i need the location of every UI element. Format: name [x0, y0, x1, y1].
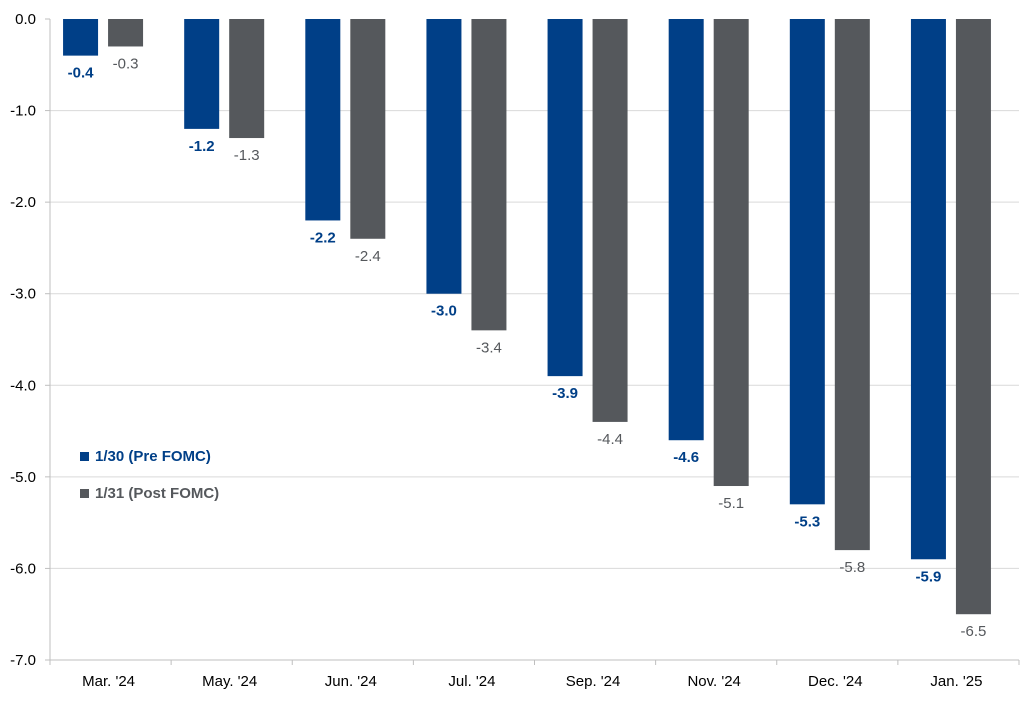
y-tick-label: -2.0 — [10, 194, 36, 211]
bar-series-2 — [592, 19, 628, 422]
bar-series-2 — [108, 19, 144, 47]
data-label: -5.1 — [718, 495, 744, 512]
y-tick-label: -5.0 — [10, 469, 36, 486]
y-tick-label: -7.0 — [10, 652, 36, 669]
data-label: -5.3 — [794, 513, 820, 530]
bar-series-1 — [789, 19, 825, 505]
data-label: -3.4 — [476, 339, 502, 356]
x-tick-label: May. '24 — [202, 673, 257, 690]
data-labels: -0.4 -1.2 -2.2 -3.0 -3.9 -4.6 -5.3 -5.9 -0.3 -1.3… — [68, 55, 987, 640]
data-label: -0.3 — [113, 55, 139, 72]
legend: 1/30 (Pre FOMC) 1/31 (Post FOMC) — [80, 448, 219, 502]
bar-series-1 — [547, 19, 583, 377]
x-tick-label: Jun. '24 — [325, 673, 377, 690]
x-tick-label: Nov. '24 — [687, 673, 740, 690]
legend-label: 1/31 (Post FOMC) — [95, 485, 219, 502]
y-tick-label: 0.0 — [15, 11, 36, 28]
data-label: -1.3 — [234, 147, 260, 164]
bar-series-2 — [229, 19, 265, 139]
bar-series-1 — [305, 19, 341, 221]
x-tick-label: Jan. '25 — [930, 673, 982, 690]
bar-series-1 — [668, 19, 704, 441]
data-label: -3.0 — [431, 303, 457, 320]
y-tick-label: -6.0 — [10, 560, 36, 577]
data-label: -3.9 — [552, 385, 578, 402]
x-tick-label: Sep. '24 — [566, 673, 621, 690]
bar-series-2 — [471, 19, 507, 331]
x-tick-label: Dec. '24 — [808, 673, 863, 690]
data-label: -1.2 — [189, 138, 215, 155]
bar-series-1 — [426, 19, 462, 294]
bar-series-2 — [834, 19, 870, 551]
x-tick-label: Jul. '24 — [448, 673, 495, 690]
axes: 0.0 -1.0 -2.0 -3.0 -4.0 -5.0 -6.0 -7.0 Mar. '24 M… — [10, 11, 1020, 690]
data-label: -0.4 — [68, 65, 95, 82]
legend-label: 1/30 (Pre FOMC) — [95, 448, 211, 465]
data-label: -4.6 — [673, 449, 699, 466]
y-tick-label: -1.0 — [10, 103, 36, 120]
x-tick-label: Mar. '24 — [82, 673, 135, 690]
y-tick-label: -4.0 — [10, 377, 36, 394]
data-label: -2.4 — [355, 248, 381, 265]
legend-swatch — [80, 452, 89, 461]
bar-series-1 — [184, 19, 220, 129]
y-tick-label: -3.0 — [10, 286, 36, 303]
data-label: -2.2 — [310, 229, 336, 246]
data-label: -5.8 — [839, 559, 865, 576]
data-label: -5.9 — [916, 568, 942, 585]
bar-series-2 — [955, 19, 991, 615]
bar-series-1 — [63, 19, 99, 56]
bar-series-2 — [350, 19, 386, 239]
legend-swatch — [80, 489, 89, 498]
bar-series-2 — [713, 19, 749, 487]
data-label: -4.4 — [597, 431, 623, 448]
data-label: -6.5 — [961, 623, 987, 640]
bars — [63, 19, 991, 615]
bar-series-1 — [910, 19, 946, 560]
